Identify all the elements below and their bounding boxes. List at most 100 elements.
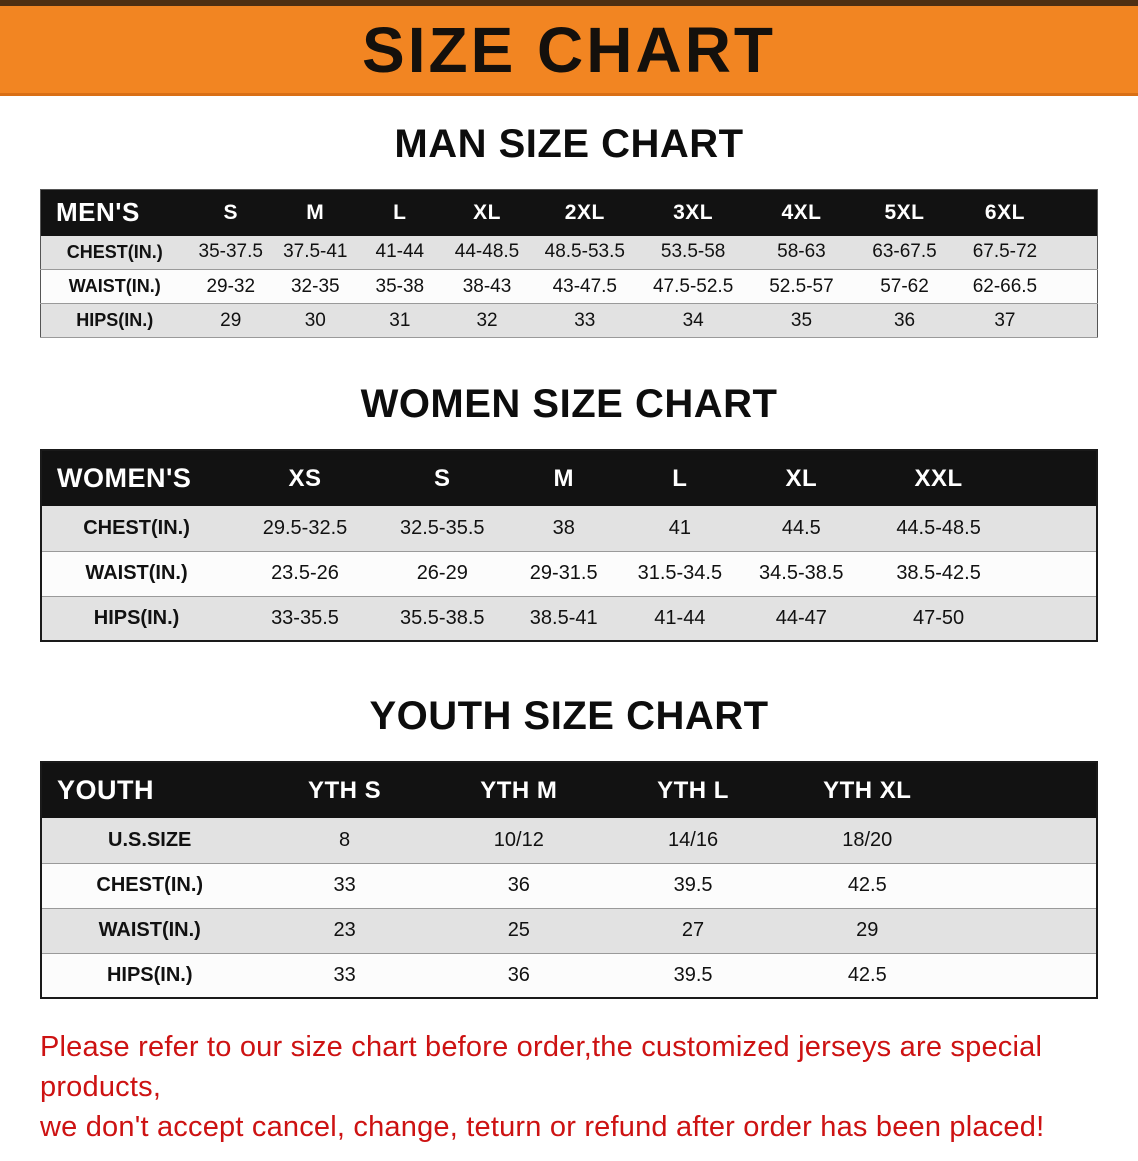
size-col-header: YTH M — [480, 776, 558, 804]
size-value-cell: 36 — [507, 874, 530, 896]
size-value-cell: 35-37.5 — [198, 241, 263, 263]
size-value-cell: 38 — [552, 516, 575, 539]
size-value-cell: 23.5-26 — [271, 562, 339, 584]
table-row: WAIST(IN.) 23 25 27 29 — [41, 908, 1097, 953]
size-value-cell: 44-47 — [775, 606, 827, 629]
banner-title: SIZE CHART — [362, 13, 776, 86]
size-value-cell: 33 — [574, 309, 596, 331]
size-value-cell: 47-50 — [912, 606, 965, 629]
size-value-cell: 31.5-34.5 — [637, 562, 723, 584]
filler-cell — [954, 908, 1097, 953]
size-value-cell: 41-44 — [654, 606, 706, 629]
size-value-cell: 31 — [389, 309, 411, 331]
size-value-cell: 58-63 — [777, 241, 826, 263]
size-value-cell: 35.5-38.5 — [400, 606, 485, 629]
size-value-cell: 33 — [333, 874, 356, 896]
table-row: CHEST(IN.) 35-37.5 37.5-41 41-44 44-48.5… — [40, 235, 1098, 270]
size-value-cell: 33-35.5 — [271, 606, 339, 629]
size-value-cell: 35 — [790, 309, 813, 331]
size-value-cell: 29 — [220, 309, 242, 331]
top-border-strip — [0, 0, 1138, 6]
size-value-cell: 41 — [668, 516, 691, 539]
men-size-table: MEN'S S M L XL 2XL 3XL 4XL 5XL 6XL CHEST… — [40, 189, 1098, 338]
filler-cell — [954, 818, 1097, 863]
size-value-cell: 63-67.5 — [872, 241, 937, 263]
filler-cell — [1012, 506, 1097, 551]
size-value-cell: 30 — [304, 309, 326, 331]
table-row: U.S.SIZE 8 10/12 14/16 18/20 — [41, 818, 1097, 863]
size-value-cell: 32 — [476, 309, 498, 331]
filler-cell — [954, 762, 1097, 818]
size-value-cell: 62-66.5 — [972, 275, 1038, 297]
size-value-cell: 37 — [994, 309, 1016, 331]
filler-cell — [1012, 596, 1097, 641]
size-value-cell: 38.5-42.5 — [896, 562, 981, 584]
size-value-cell: 29 — [856, 919, 879, 941]
men-table-header-row: MEN'S S M L XL 2XL 3XL 4XL 5XL 6XL — [40, 189, 1098, 236]
size-col-header: XL — [785, 464, 818, 492]
size-value-cell: 38.5-41 — [529, 606, 598, 629]
size-col-header: S — [434, 464, 451, 492]
size-col-header: 2XL — [564, 200, 605, 224]
size-col-header: 6XL — [984, 200, 1025, 224]
size-value-cell: 27 — [681, 919, 705, 941]
size-value-cell: 32.5-35.5 — [400, 516, 485, 539]
size-value-cell: 8 — [339, 828, 351, 851]
size-col-header: 5XL — [884, 200, 925, 224]
size-value-cell: 42.5 — [847, 963, 887, 986]
size-col-header: L — [672, 464, 688, 492]
size-value-cell: 36 — [893, 309, 916, 331]
size-value-cell: 18/20 — [842, 828, 893, 851]
size-value-cell: 34.5-38.5 — [759, 562, 844, 584]
size-value-cell: 44.5-48.5 — [896, 516, 981, 539]
row-label: WAIST(IN.) — [68, 276, 161, 296]
table-row: WAIST(IN.) 29-32 32-35 35-38 38-43 43-47… — [40, 269, 1098, 304]
size-value-cell: 44-48.5 — [454, 241, 520, 263]
row-label: CHEST(IN.) — [83, 516, 190, 539]
size-value-cell: 39.5 — [673, 963, 713, 986]
size-value-cell: 33 — [333, 963, 356, 986]
table-row: HIPS(IN.) 29 30 31 32 33 34 35 36 37 — [40, 303, 1098, 338]
men-category-header: MEN'S — [56, 197, 140, 228]
youth-category-header: YOUTH — [57, 775, 154, 805]
filler-cell — [1055, 270, 1097, 304]
size-value-cell: 53.5-58 — [660, 241, 726, 263]
table-row: CHEST(IN.) 33 36 39.5 42.5 — [41, 863, 1097, 908]
size-value-cell: 43-47.5 — [552, 275, 618, 297]
size-value-cell: 37.5-41 — [283, 241, 348, 263]
size-value-cell: 47.5-52.5 — [652, 275, 734, 297]
table-row: HIPS(IN.) 33 36 39.5 42.5 — [41, 953, 1097, 998]
size-value-cell: 42.5 — [847, 874, 887, 896]
size-col-header: YTH L — [657, 776, 729, 804]
size-col-header: YTH XL — [823, 776, 912, 804]
disclaimer-line: we don't accept cancel, change, teturn o… — [40, 1111, 1045, 1144]
size-col-header: XS — [288, 464, 322, 492]
disclaimer-note: Please refer to our size chart before or… — [40, 1027, 1098, 1147]
size-col-header: 4XL — [781, 200, 822, 224]
row-label: HIPS(IN.) — [93, 606, 180, 629]
size-value-cell: 10/12 — [493, 828, 544, 851]
size-value-cell: 36 — [507, 963, 530, 986]
size-value-cell: 25 — [507, 919, 530, 941]
size-col-header: S — [223, 200, 238, 224]
size-col-header: 3XL — [673, 200, 714, 224]
filler-cell — [1055, 190, 1097, 236]
size-value-cell: 48.5-53.5 — [544, 241, 625, 263]
women-size-table: WOMEN'S XS S M L XL XXL CHEST(IN.) 29.5-… — [40, 449, 1098, 642]
filler-cell — [954, 953, 1097, 998]
size-value-cell: 26-29 — [416, 562, 468, 584]
size-value-cell: 14/16 — [668, 828, 719, 851]
filler-cell — [1055, 236, 1097, 270]
filler-cell — [954, 863, 1097, 908]
size-value-cell: 44.5 — [781, 516, 821, 539]
men-section-heading: MAN SIZE CHART — [394, 122, 744, 166]
table-row: CHEST(IN.) 29.5-32.5 32.5-35.5 38 41 44.… — [41, 506, 1097, 551]
row-label: CHEST(IN.) — [66, 241, 163, 262]
women-category-header: WOMEN'S — [57, 463, 192, 493]
row-label: U.S.SIZE — [108, 828, 192, 851]
row-label: HIPS(IN.) — [106, 963, 193, 986]
women-section-heading: WOMEN SIZE CHART — [360, 382, 778, 426]
size-col-header: XL — [473, 200, 501, 224]
row-label: CHEST(IN.) — [96, 874, 204, 896]
size-value-cell: 35-38 — [375, 275, 425, 297]
